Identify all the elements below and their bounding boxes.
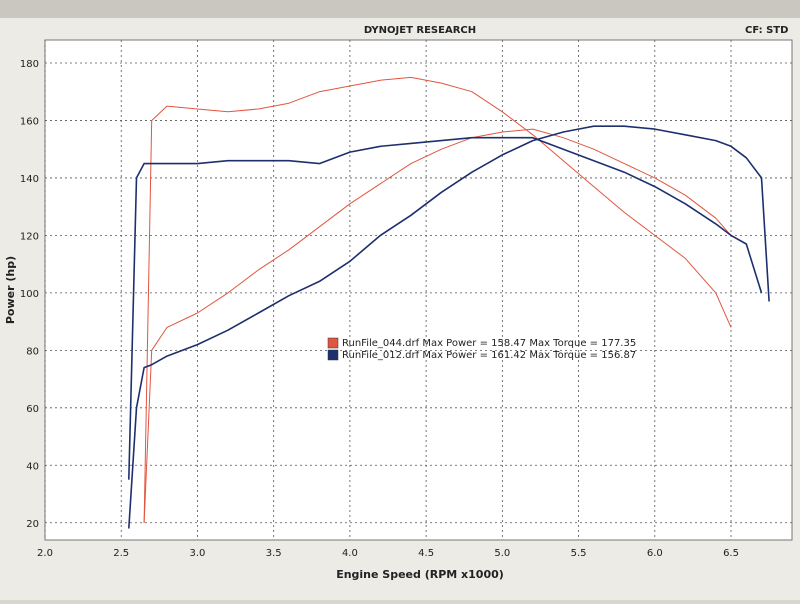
legend-label: RunFile_044.drf Max Power = 158.47 Max T… <box>342 338 636 349</box>
y-tick-label: 60 <box>26 404 39 415</box>
x-tick-label: 2.5 <box>113 548 129 559</box>
chart-title: DYNOJET RESEARCH <box>364 25 476 36</box>
x-axis-label: Engine Speed (RPM x1000) <box>336 568 504 581</box>
y-axis-label: Power (hp) <box>4 256 17 324</box>
y-tick-label: 40 <box>26 461 39 472</box>
x-tick-label: 4.0 <box>342 548 358 559</box>
x-tick-label: 3.5 <box>266 548 282 559</box>
x-tick-label: 4.5 <box>418 548 434 559</box>
x-tick-label: 2.0 <box>37 548 53 559</box>
y-tick-label: 120 <box>20 231 39 242</box>
x-tick-label: 3.0 <box>189 548 205 559</box>
x-tick-label: 5.0 <box>494 548 510 559</box>
data-line <box>143 128 732 523</box>
y-tick-label: 180 <box>20 59 39 70</box>
y-tick-label: 160 <box>20 116 39 127</box>
data-line <box>128 125 770 529</box>
legend-label: RunFile_012.drf Max Power = 161.42 Max T… <box>342 350 636 361</box>
y-tick-label: 80 <box>26 346 39 357</box>
x-tick-label: 6.5 <box>723 548 739 559</box>
header-note: CF: STD <box>745 25 788 36</box>
y-tick-label: 140 <box>20 174 39 185</box>
legend-swatch <box>327 337 339 349</box>
legend-swatch <box>327 349 339 361</box>
data-line <box>143 76 732 523</box>
y-tick-label: 100 <box>20 289 39 300</box>
y-tick-label: 20 <box>26 519 39 530</box>
toolbar <box>0 0 800 18</box>
x-tick-label: 5.5 <box>571 548 587 559</box>
x-tick-label: 6.0 <box>647 548 663 559</box>
data-line <box>128 136 763 480</box>
plot-area <box>44 39 793 541</box>
